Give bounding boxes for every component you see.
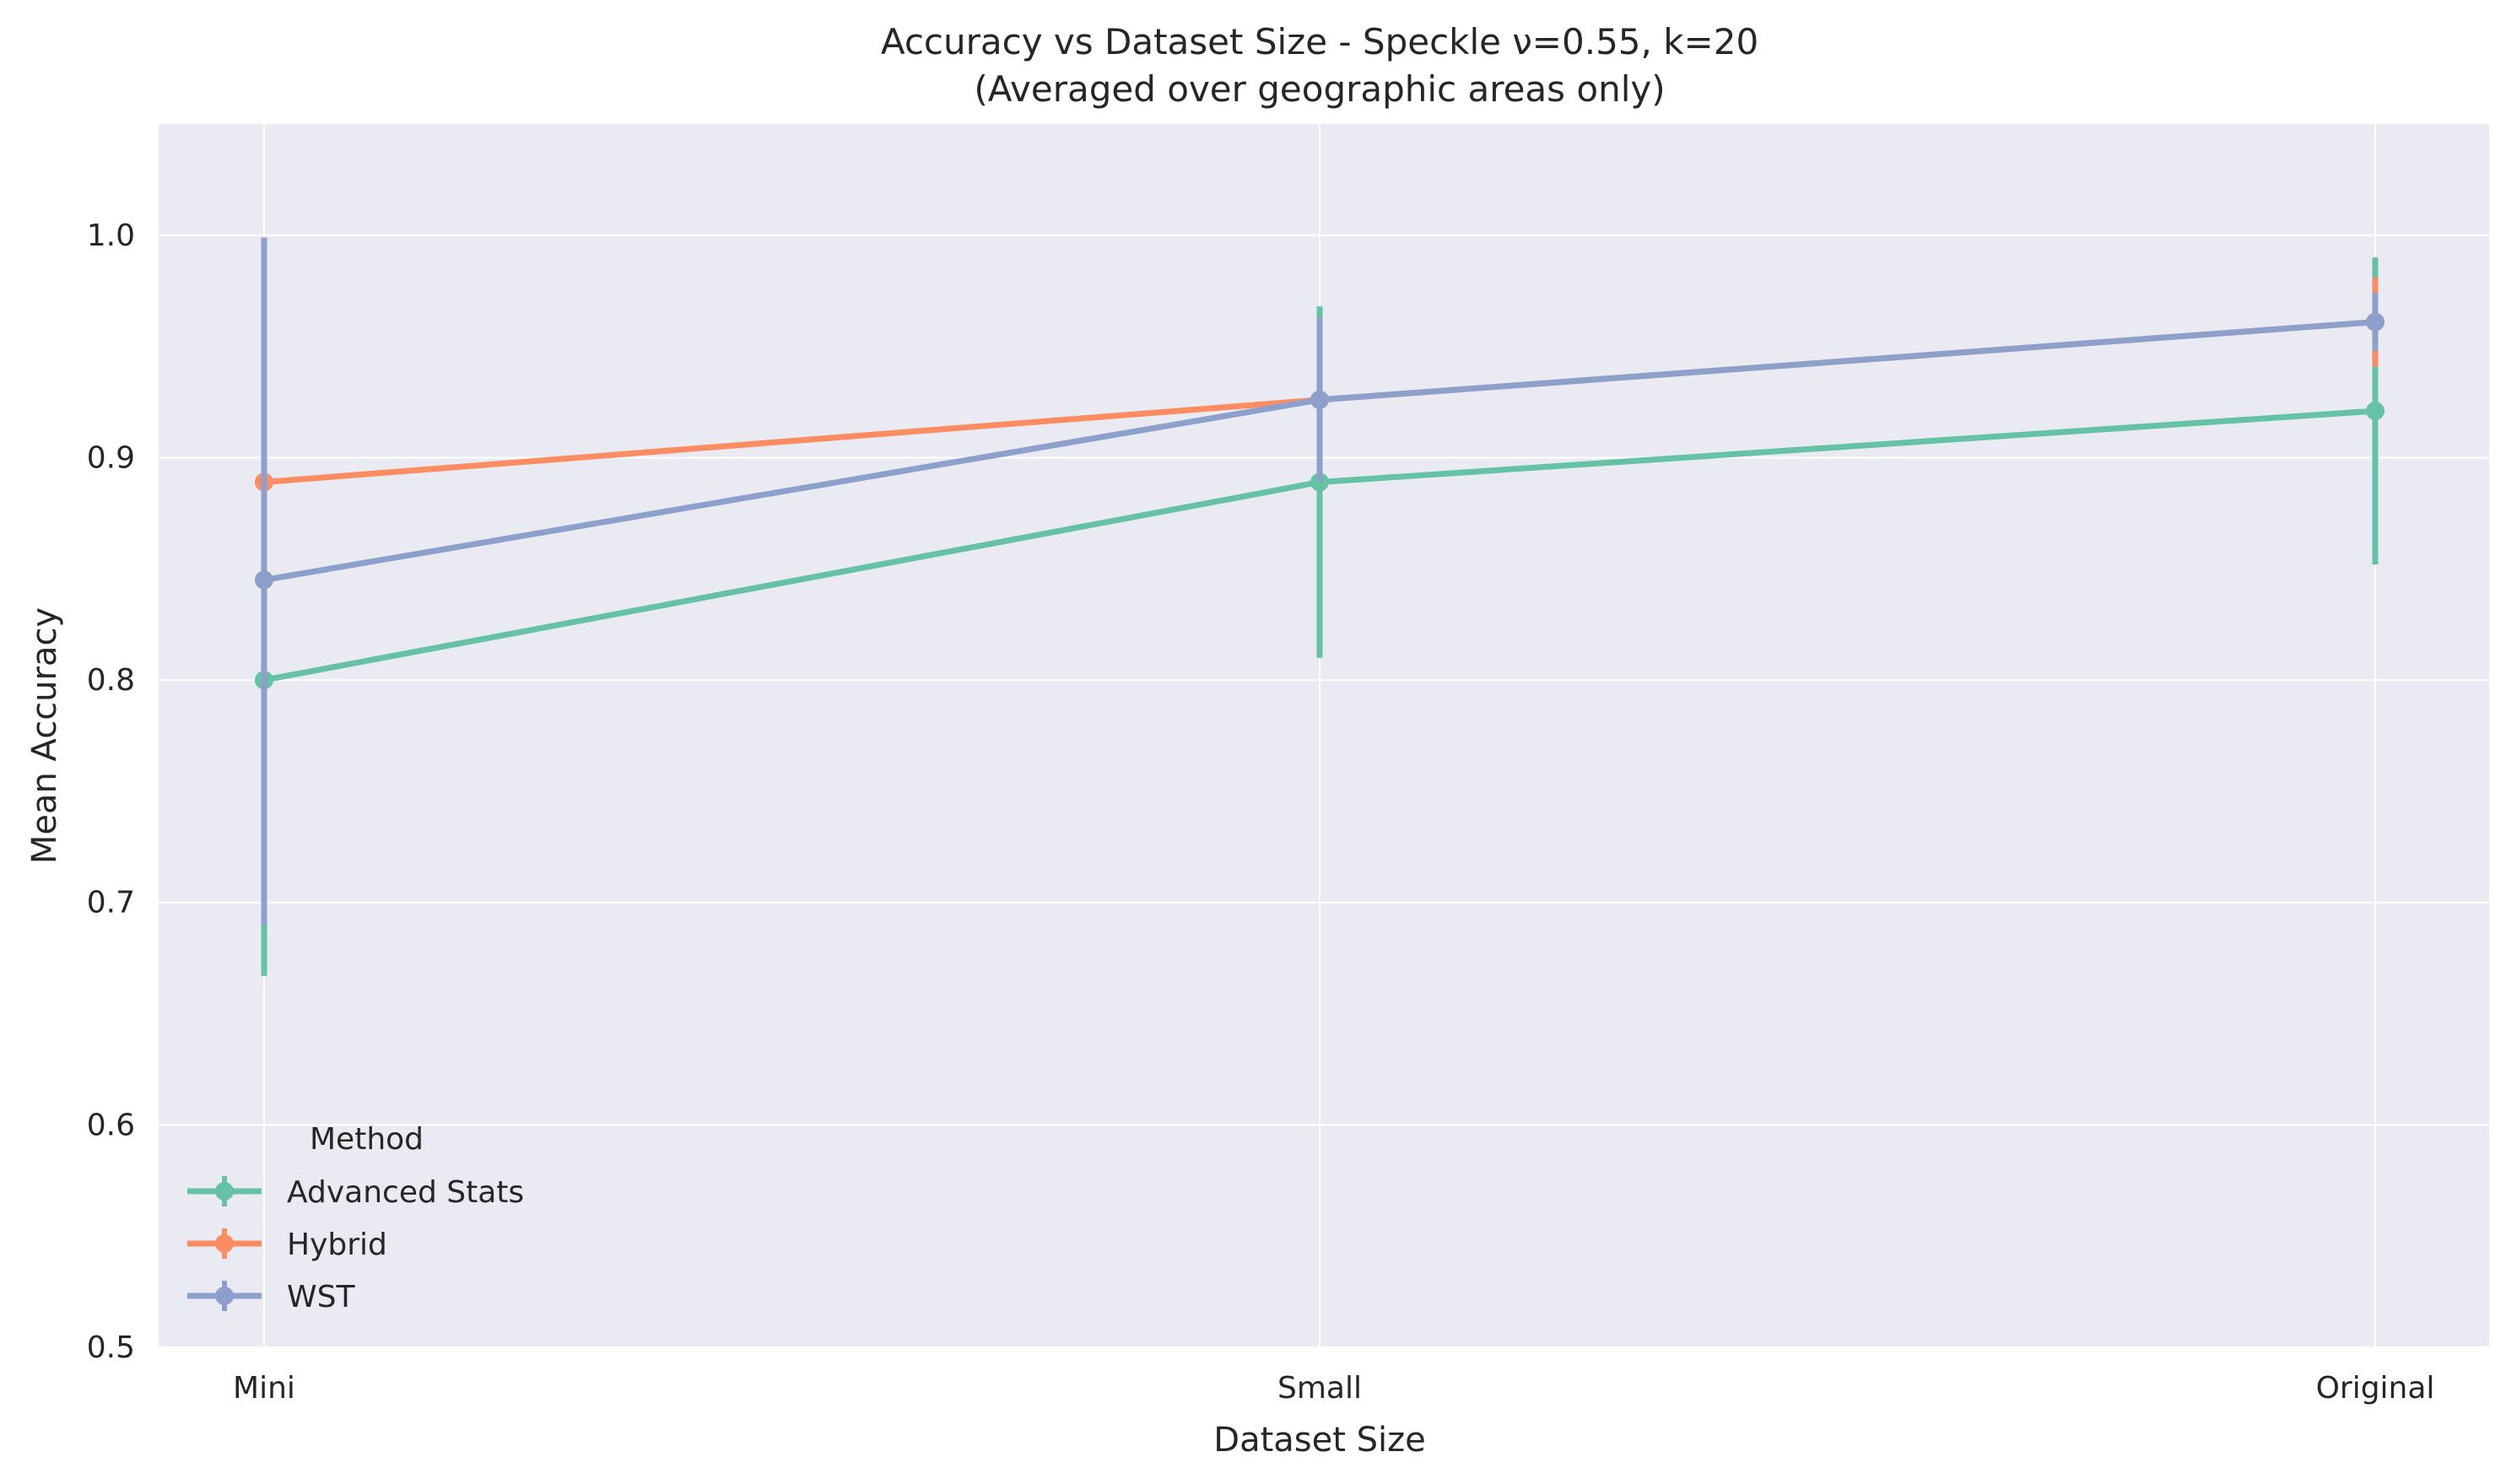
- x-tick-label: Mini: [233, 1371, 295, 1406]
- y-tick-label: 0.5: [87, 1330, 135, 1365]
- y-tick-label: 0.8: [87, 663, 135, 698]
- data-point: [2366, 402, 2384, 421]
- legend-item: WST: [187, 1280, 355, 1314]
- y-tick-label: 0.6: [87, 1108, 135, 1142]
- ticks: 0.5 0.6 0.7 0.8 0.9 1.0 Mini Small Original: [87, 219, 2435, 1406]
- y-tick-label: 1.0: [87, 219, 135, 253]
- legend-swatch-marker: [215, 1234, 234, 1253]
- chart-subtitle: (Averaged over geographic areas only): [974, 68, 1665, 110]
- legend-swatch-marker: [215, 1182, 234, 1201]
- plot-background: [159, 124, 2489, 1347]
- data-point: [2366, 312, 2384, 332]
- y-tick-label: 0.7: [87, 886, 135, 920]
- legend-item: Advanced Stats: [187, 1175, 524, 1210]
- chart-title: Accuracy vs Dataset Size - Speckle ν=0.5…: [881, 21, 1758, 62]
- legend-swatch-marker: [215, 1287, 234, 1305]
- y-tick-label: 0.9: [87, 440, 135, 475]
- series-wst: [255, 237, 2384, 925]
- x-tick-label: Small: [1277, 1371, 1362, 1406]
- legend-label: WST: [287, 1280, 355, 1314]
- legend-label: Hybrid: [287, 1228, 387, 1262]
- data-point: [1310, 390, 1329, 409]
- x-tick-label: Original: [2316, 1371, 2435, 1406]
- legend-label: Advanced Stats: [287, 1175, 524, 1210]
- legend-item: Hybrid: [187, 1228, 387, 1262]
- series-layer: [255, 237, 2384, 976]
- legend-title: Method: [310, 1122, 424, 1157]
- legend: Method Advanced Stats Hybrid WST: [187, 1122, 524, 1314]
- y-axis-label: Mean Accuracy: [25, 607, 64, 864]
- data-point: [255, 570, 273, 590]
- x-axis-label: Dataset Size: [1213, 1421, 1425, 1460]
